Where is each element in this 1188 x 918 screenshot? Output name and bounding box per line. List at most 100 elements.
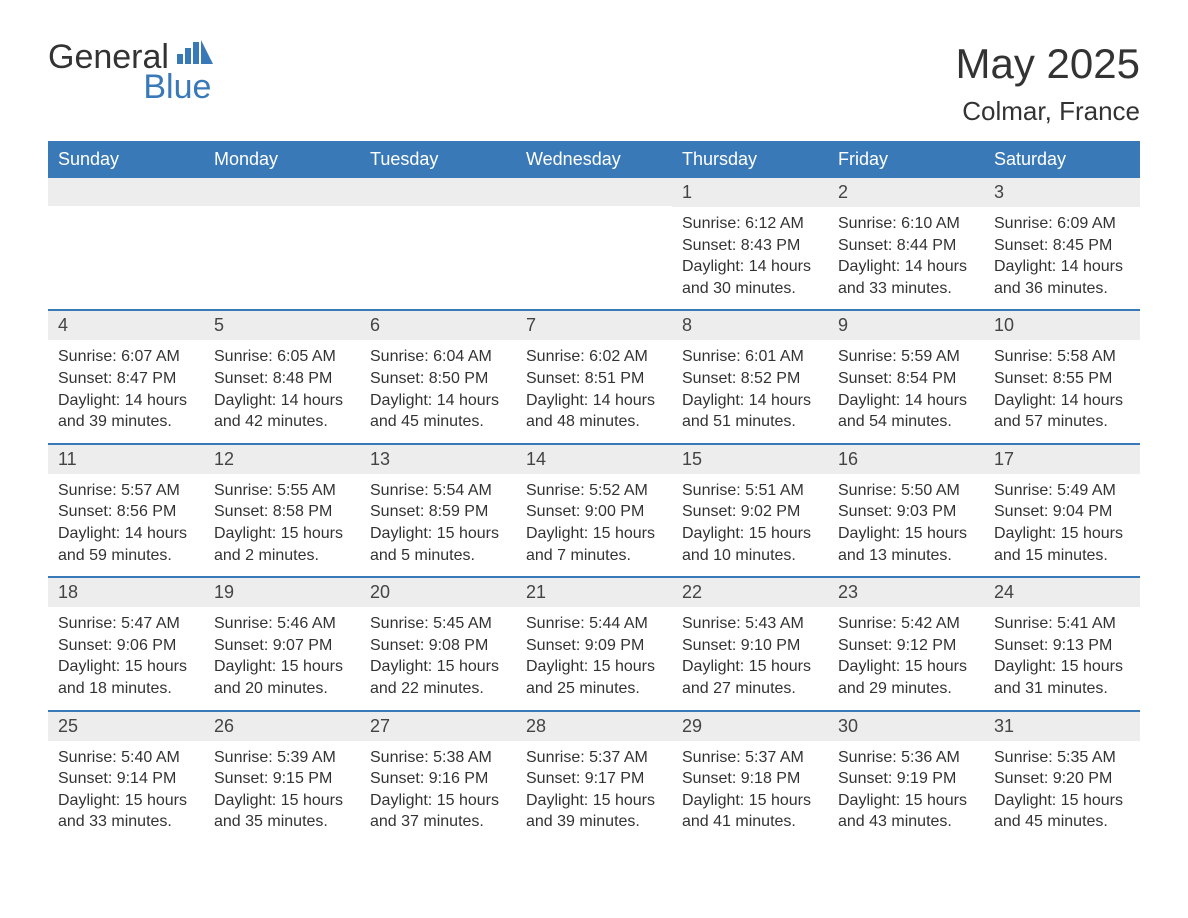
daylight-text: Daylight: 15 hours and 25 minutes. [526, 656, 662, 699]
daylight-text: Daylight: 15 hours and 37 minutes. [370, 790, 506, 833]
sunset-text: Sunset: 9:09 PM [526, 635, 662, 657]
calendar-day-cell [360, 178, 516, 309]
day-number: 18 [48, 578, 204, 607]
bar-chart-icon [177, 40, 213, 69]
day-body: Sunrise: 5:42 AMSunset: 9:12 PMDaylight:… [828, 607, 984, 709]
calendar-day-cell: 24Sunrise: 5:41 AMSunset: 9:13 PMDayligh… [984, 578, 1140, 709]
day-number [48, 178, 204, 206]
day-number: 17 [984, 445, 1140, 474]
daylight-text: Daylight: 15 hours and 10 minutes. [682, 523, 818, 566]
daylight-text: Daylight: 15 hours and 31 minutes. [994, 656, 1130, 699]
calendar-day-cell: 19Sunrise: 5:46 AMSunset: 9:07 PMDayligh… [204, 578, 360, 709]
daylight-text: Daylight: 14 hours and 33 minutes. [838, 256, 974, 299]
sunrise-text: Sunrise: 5:49 AM [994, 480, 1130, 502]
day-body [360, 206, 516, 222]
sunset-text: Sunset: 8:45 PM [994, 235, 1130, 257]
day-number [360, 178, 516, 206]
day-number: 29 [672, 712, 828, 741]
calendar-day-cell: 16Sunrise: 5:50 AMSunset: 9:03 PMDayligh… [828, 445, 984, 576]
day-number: 14 [516, 445, 672, 474]
calendar-week-row: 25Sunrise: 5:40 AMSunset: 9:14 PMDayligh… [48, 710, 1140, 843]
daylight-text: Daylight: 15 hours and 41 minutes. [682, 790, 818, 833]
daylight-text: Daylight: 15 hours and 27 minutes. [682, 656, 818, 699]
day-number: 3 [984, 178, 1140, 207]
day-number: 25 [48, 712, 204, 741]
sunset-text: Sunset: 8:51 PM [526, 368, 662, 390]
day-number: 5 [204, 311, 360, 340]
sunset-text: Sunset: 8:52 PM [682, 368, 818, 390]
calendar-day-cell [204, 178, 360, 309]
sunset-text: Sunset: 9:20 PM [994, 768, 1130, 790]
day-body: Sunrise: 6:04 AMSunset: 8:50 PMDaylight:… [360, 340, 516, 442]
day-number: 30 [828, 712, 984, 741]
daylight-text: Daylight: 14 hours and 51 minutes. [682, 390, 818, 433]
day-body: Sunrise: 5:37 AMSunset: 9:17 PMDaylight:… [516, 741, 672, 843]
sunrise-text: Sunrise: 5:54 AM [370, 480, 506, 502]
day-number: 16 [828, 445, 984, 474]
header: General Blue May 2025 Colmar, France [48, 40, 1140, 137]
day-number: 10 [984, 311, 1140, 340]
sunrise-text: Sunrise: 5:57 AM [58, 480, 194, 502]
calendar-day-cell: 1Sunrise: 6:12 AMSunset: 8:43 PMDaylight… [672, 178, 828, 309]
sunrise-text: Sunrise: 6:12 AM [682, 213, 818, 235]
day-number: 22 [672, 578, 828, 607]
day-body: Sunrise: 5:41 AMSunset: 9:13 PMDaylight:… [984, 607, 1140, 709]
calendar-day-cell: 22Sunrise: 5:43 AMSunset: 9:10 PMDayligh… [672, 578, 828, 709]
day-number: 9 [828, 311, 984, 340]
day-body: Sunrise: 5:45 AMSunset: 9:08 PMDaylight:… [360, 607, 516, 709]
sunrise-text: Sunrise: 6:04 AM [370, 346, 506, 368]
day-number: 23 [828, 578, 984, 607]
sunrise-text: Sunrise: 5:41 AM [994, 613, 1130, 635]
day-body: Sunrise: 5:49 AMSunset: 9:04 PMDaylight:… [984, 474, 1140, 576]
day-body: Sunrise: 6:01 AMSunset: 8:52 PMDaylight:… [672, 340, 828, 442]
day-number: 26 [204, 712, 360, 741]
daylight-text: Daylight: 14 hours and 59 minutes. [58, 523, 194, 566]
sunset-text: Sunset: 9:02 PM [682, 501, 818, 523]
day-body: Sunrise: 5:58 AMSunset: 8:55 PMDaylight:… [984, 340, 1140, 442]
daylight-text: Daylight: 15 hours and 45 minutes. [994, 790, 1130, 833]
sunset-text: Sunset: 8:43 PM [682, 235, 818, 257]
daylight-text: Daylight: 15 hours and 7 minutes. [526, 523, 662, 566]
calendar-day-cell: 14Sunrise: 5:52 AMSunset: 9:00 PMDayligh… [516, 445, 672, 576]
day-body: Sunrise: 5:59 AMSunset: 8:54 PMDaylight:… [828, 340, 984, 442]
day-number: 27 [360, 712, 516, 741]
calendar-day-cell: 12Sunrise: 5:55 AMSunset: 8:58 PMDayligh… [204, 445, 360, 576]
calendar-day-cell: 26Sunrise: 5:39 AMSunset: 9:15 PMDayligh… [204, 712, 360, 843]
daylight-text: Daylight: 14 hours and 36 minutes. [994, 256, 1130, 299]
sunset-text: Sunset: 8:56 PM [58, 501, 194, 523]
page-title: May 2025 [956, 40, 1140, 88]
sunset-text: Sunset: 8:54 PM [838, 368, 974, 390]
calendar-day-cell: 28Sunrise: 5:37 AMSunset: 9:17 PMDayligh… [516, 712, 672, 843]
calendar-day-cell: 13Sunrise: 5:54 AMSunset: 8:59 PMDayligh… [360, 445, 516, 576]
sunrise-text: Sunrise: 6:05 AM [214, 346, 350, 368]
day-body [48, 206, 204, 222]
sunrise-text: Sunrise: 5:37 AM [682, 747, 818, 769]
calendar-day-cell: 29Sunrise: 5:37 AMSunset: 9:18 PMDayligh… [672, 712, 828, 843]
daylight-text: Daylight: 15 hours and 5 minutes. [370, 523, 506, 566]
day-number: 4 [48, 311, 204, 340]
sunset-text: Sunset: 9:00 PM [526, 501, 662, 523]
sunrise-text: Sunrise: 5:46 AM [214, 613, 350, 635]
day-body: Sunrise: 6:12 AMSunset: 8:43 PMDaylight:… [672, 207, 828, 309]
day-number: 11 [48, 445, 204, 474]
sunset-text: Sunset: 9:10 PM [682, 635, 818, 657]
sunset-text: Sunset: 9:13 PM [994, 635, 1130, 657]
brand-logo: General Blue [48, 40, 213, 104]
calendar-day-cell: 15Sunrise: 5:51 AMSunset: 9:02 PMDayligh… [672, 445, 828, 576]
sunset-text: Sunset: 9:19 PM [838, 768, 974, 790]
sunrise-text: Sunrise: 5:36 AM [838, 747, 974, 769]
sunset-text: Sunset: 9:08 PM [370, 635, 506, 657]
day-body: Sunrise: 6:05 AMSunset: 8:48 PMDaylight:… [204, 340, 360, 442]
calendar-day-cell [516, 178, 672, 309]
day-body: Sunrise: 5:54 AMSunset: 8:59 PMDaylight:… [360, 474, 516, 576]
sunrise-text: Sunrise: 5:40 AM [58, 747, 194, 769]
day-body: Sunrise: 5:35 AMSunset: 9:20 PMDaylight:… [984, 741, 1140, 843]
calendar-day-cell: 27Sunrise: 5:38 AMSunset: 9:16 PMDayligh… [360, 712, 516, 843]
day-body: Sunrise: 5:46 AMSunset: 9:07 PMDaylight:… [204, 607, 360, 709]
day-number [516, 178, 672, 206]
calendar-day-cell: 4Sunrise: 6:07 AMSunset: 8:47 PMDaylight… [48, 311, 204, 442]
sunset-text: Sunset: 9:07 PM [214, 635, 350, 657]
day-header-wednesday: Wednesday [516, 141, 672, 178]
day-header-thursday: Thursday [672, 141, 828, 178]
sunrise-text: Sunrise: 5:39 AM [214, 747, 350, 769]
